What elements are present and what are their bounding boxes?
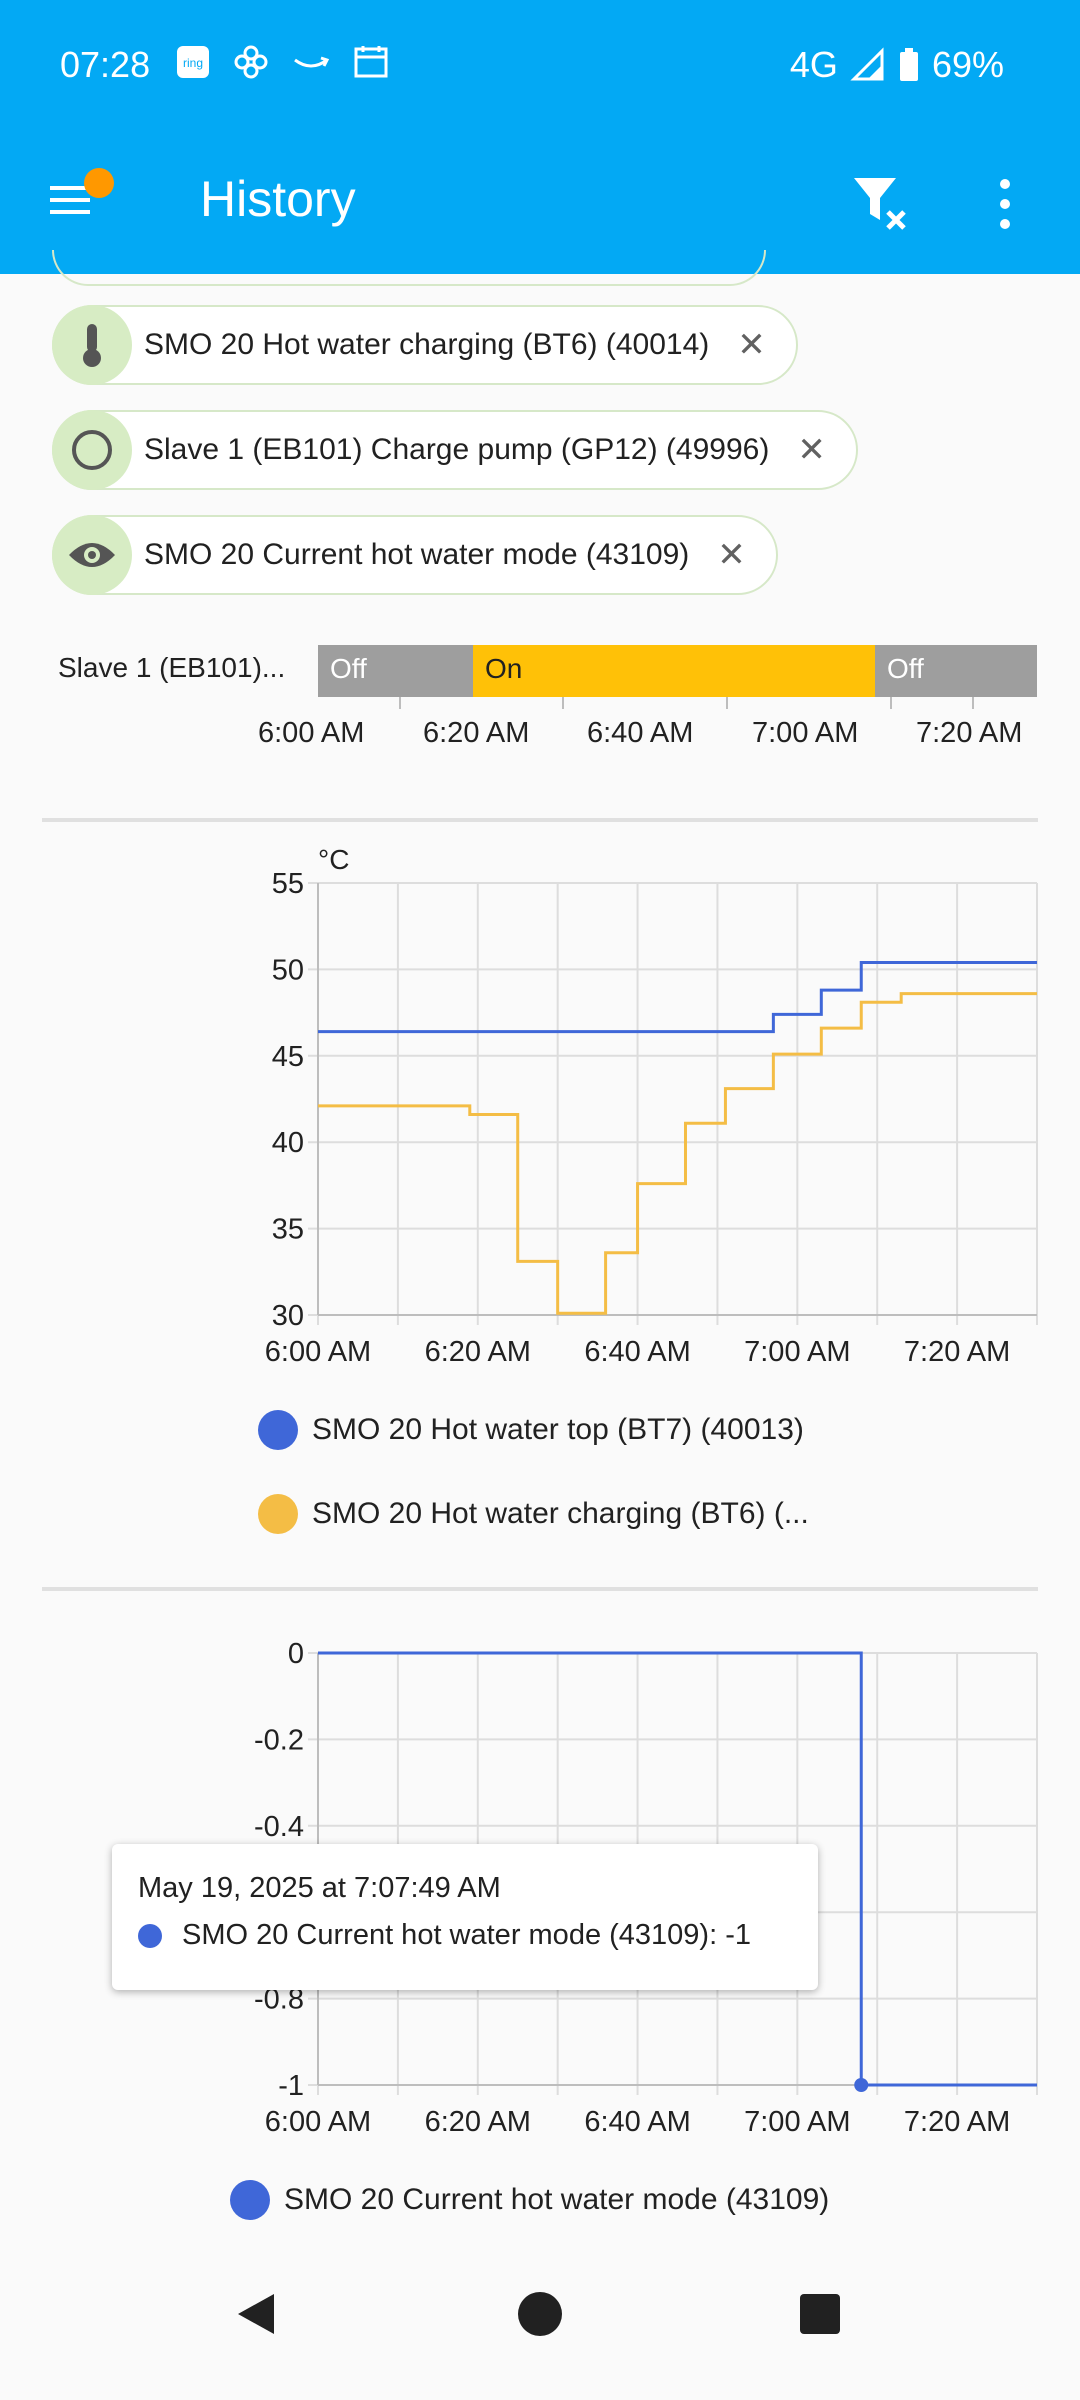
- battery-percent: 69%: [931, 44, 1004, 85]
- legend-item[interactable]: SMO 20 Current hot water mode (43109): [230, 2180, 829, 2220]
- chart-tooltip: May 19, 2025 at 7:07:49 AM SMO 20 Curren…: [112, 1844, 818, 1990]
- y-tick-label: 35: [272, 1214, 304, 1246]
- x-tick-label: 6:00 AM: [265, 2106, 371, 2138]
- timeline-ticks: [399, 697, 974, 709]
- thermometer-icon: [83, 324, 101, 367]
- legend-item[interactable]: SMO 20 Hot water top (BT7) (40013): [258, 1410, 804, 1450]
- x-tick-label: 6:40 AM: [584, 2106, 690, 2138]
- chip-avatar: [52, 410, 132, 490]
- x-tick-label: 6:20 AM: [423, 717, 530, 749]
- y-tick-label: 45: [272, 1041, 304, 1073]
- timeline-segment-off[interactable]: Off: [875, 645, 1037, 697]
- x-tick-label: 7:20 AM: [904, 1336, 1010, 1368]
- x-tick-label: 6:20 AM: [425, 2106, 531, 2138]
- x-tick-label: 6:20 AM: [425, 1336, 531, 1368]
- x-tick-label: 6:00 AM: [265, 1336, 371, 1368]
- close-icon[interactable]: ✕: [737, 326, 766, 364]
- tooltip-value: SMO 20 Current hot water mode (43109): -…: [182, 1919, 751, 1951]
- legend-item[interactable]: SMO 20 Hot water charging (BT6) (...: [258, 1494, 809, 1534]
- y-tick-label: 55: [272, 868, 304, 900]
- status-bar: 07:28 ring 4G 69%: [0, 0, 1080, 126]
- ring-icon: ring: [177, 46, 209, 78]
- y-tick-label: 0: [288, 1638, 304, 1670]
- y-tick-label: -1: [278, 2070, 304, 2102]
- close-icon[interactable]: ✕: [797, 431, 826, 469]
- svg-text:ring: ring: [183, 56, 203, 70]
- timeline-entity-label: Slave 1 (EB101)...: [58, 652, 286, 683]
- y-tick-label: 30: [272, 1300, 304, 1332]
- entity-chip[interactable]: Slave 1 (EB101) Charge pump (GP12) (4999…: [52, 410, 858, 490]
- more-vert-icon: [1000, 179, 1010, 229]
- y-tick-label: 50: [272, 954, 304, 986]
- chip-label: SMO 20 Hot water charging (BT6) (40014): [144, 328, 710, 361]
- status-time: 07:28: [60, 44, 151, 85]
- timeline-segment-on[interactable]: On: [473, 645, 875, 697]
- chip-partial: [52, 250, 766, 286]
- legend-label: SMO 20 Current hot water mode (43109): [284, 2183, 830, 2216]
- legend-color-dot: [258, 1410, 298, 1450]
- tooltip-color-dot: [138, 1923, 162, 1948]
- more-options-button[interactable]: [990, 176, 1020, 232]
- eye-icon: [69, 543, 115, 567]
- series-line: [318, 1651, 1037, 2087]
- battery-icon: [899, 48, 918, 81]
- temperature-chart[interactable]: 55 50 45 40 35 30 6:00 AM 6:20 AM 6:40 AM 7:00 AM…: [0, 840, 1080, 1380]
- x-tick-label: 7:00 AM: [744, 2106, 850, 2138]
- circle-outline-icon: [72, 430, 112, 470]
- x-tick-label: 7:20 AM: [916, 717, 1023, 749]
- selected-point: [854, 2078, 869, 2092]
- legend-label: SMO 20 Hot water charging (BT6) (...: [312, 1497, 809, 1530]
- x-tick-label: 7:20 AM: [904, 2106, 1010, 2138]
- legend-color-dot: [230, 2180, 270, 2220]
- x-tick-label: 6:40 AM: [584, 1336, 690, 1368]
- fan-icon: [234, 45, 268, 79]
- system-nav-bar: [0, 2250, 1080, 2400]
- menu-button[interactable]: [46, 168, 118, 230]
- entity-chip[interactable]: SMO 20 Current hot water mode (43109) ✕: [52, 515, 778, 595]
- back-icon[interactable]: [234, 2290, 278, 2338]
- signal-icon: [850, 47, 884, 81]
- x-tick-label: 6:40 AM: [587, 717, 694, 749]
- filter-remove-icon: [854, 178, 906, 230]
- page-title: History: [200, 171, 356, 227]
- timeline-segment-off[interactable]: Off: [318, 645, 473, 697]
- x-tick-label: 6:00 AM: [258, 717, 365, 749]
- y-tick-label: -0.4: [254, 1811, 304, 1843]
- section-divider: [42, 818, 1038, 822]
- app-bar: History: [0, 126, 1080, 274]
- y-tick-label: -0.2: [254, 1724, 304, 1756]
- legend-color-dot: [258, 1494, 298, 1534]
- home-icon[interactable]: [516, 2290, 564, 2338]
- close-icon[interactable]: ✕: [717, 536, 746, 574]
- tooltip-time: May 19, 2025 at 7:07:49 AM: [138, 1872, 501, 1904]
- clear-filter-button[interactable]: [852, 174, 912, 234]
- entity-chip[interactable]: SMO 20 Hot water charging (BT6) (40014) …: [52, 305, 798, 385]
- y-tick-label: 40: [272, 1127, 304, 1159]
- tooltip-row: SMO 20 Current hot water mode (43109): -…: [138, 1919, 792, 1952]
- hamburger-icon: [50, 186, 90, 214]
- system-icons: 4G 69%: [790, 44, 1004, 86]
- series-line: [318, 992, 1037, 1315]
- x-tick-label: 7:00 AM: [752, 717, 859, 749]
- chip-avatar: [52, 515, 132, 595]
- x-tick-label: 7:00 AM: [744, 1336, 850, 1368]
- notification-badge: [84, 168, 114, 198]
- notification-icons: ring: [175, 44, 389, 80]
- recents-icon[interactable]: [798, 2292, 842, 2336]
- chip-label: SMO 20 Current hot water mode (43109): [144, 538, 690, 571]
- calendar-icon: [354, 46, 388, 78]
- series-line: [318, 960, 1037, 1034]
- chip-label: Slave 1 (EB101) Charge pump (GP12) (4999…: [144, 433, 770, 466]
- section-divider: [42, 1587, 1038, 1591]
- y-axis-unit: °C: [318, 844, 349, 875]
- chip-avatar: [52, 305, 132, 385]
- network-type: 4G: [789, 44, 838, 85]
- amazon-icon: [294, 56, 330, 68]
- legend-label: SMO 20 Hot water top (BT7) (40013): [312, 1413, 804, 1446]
